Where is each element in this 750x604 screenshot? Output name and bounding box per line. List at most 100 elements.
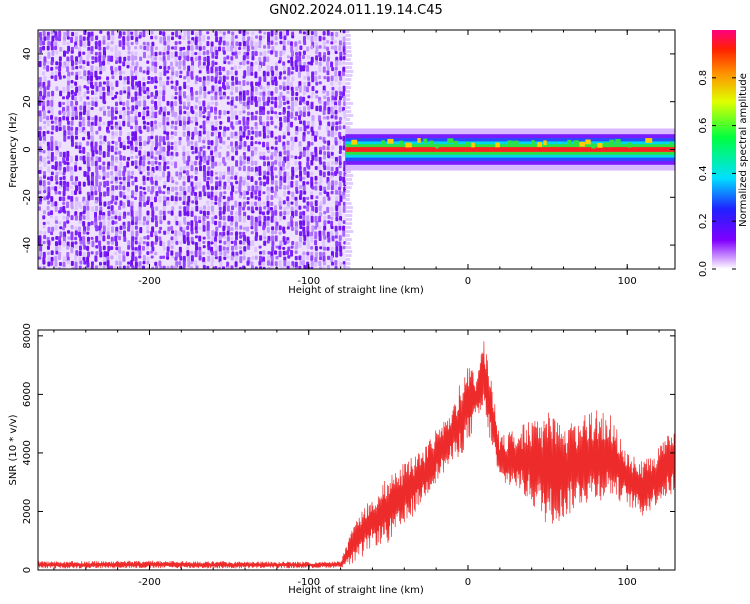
noise-cell [207,140,211,146]
noise-cell [106,231,110,236]
noise-cell [91,171,95,178]
noise-cell [286,30,290,36]
noise-cell [94,255,98,262]
noise-cell [270,190,274,194]
noise-cell [75,250,79,257]
noise-cell [86,191,90,196]
noise-cell [158,96,162,101]
noise-cell [275,195,279,199]
noise-cell [254,225,258,232]
noise-cell [78,60,82,64]
noise-cell [242,110,246,114]
noise-cell [339,195,343,203]
noise-cell [174,56,178,62]
noise-cell [194,111,198,117]
noise-cell [131,220,135,226]
noise-cell [158,195,162,203]
noise-cell [214,231,218,237]
noise-cell [298,241,302,248]
noise-cell [54,255,58,262]
noise-cell [111,175,115,181]
noise-cell [51,90,55,97]
noise-cell [198,191,202,198]
noise-cell [214,265,218,269]
noise-cell [119,130,123,136]
noise-cell [134,110,138,117]
noise-cell [226,45,230,52]
noise-cell [234,221,238,228]
noise-cell [143,201,147,207]
noise-cell [211,256,215,263]
noise-cell [183,75,187,80]
noise-cell [190,231,194,235]
noise-cell [319,161,323,165]
noise-cell [111,30,115,36]
noise-cell [291,35,295,39]
noise-cell [234,245,238,251]
noise-cell [338,95,342,101]
noise-cell [230,61,234,65]
noise-cell [71,111,75,118]
noise-cell [47,181,51,186]
noise-cell [122,101,126,106]
noise-cell [270,175,274,182]
noise-cell [306,220,310,226]
noise-cell [290,121,294,128]
noise-cell [107,55,111,63]
noise-cell [111,135,115,140]
noise-cell [86,256,90,263]
noise-cell [154,46,158,51]
noise-cell [202,185,206,193]
noise-cell [127,170,131,177]
noise-cell [94,41,98,46]
noise-cell [254,126,258,130]
noise-cell [139,190,143,197]
noise-cell [131,85,135,90]
noise-cell [70,55,74,62]
spectrogram-x-ticks: -200 -100 0 100 [53,30,660,287]
noise-cell [266,180,270,185]
noise-cell [38,200,42,205]
noise-cell [67,135,71,140]
x-tick-label: 100 [618,577,637,588]
noise-cell [330,255,334,263]
colorbar-ticks: 0.00.20.40.60.8 [698,70,736,277]
noise-cell [78,215,82,222]
noise-cell [82,66,86,70]
noise-cell [191,116,195,120]
noise-cell [246,226,250,232]
noise-cell [222,140,226,145]
noise-cell [146,151,150,157]
noise-cell [210,140,214,146]
noise-cell [175,171,179,177]
noise-cell [238,195,242,199]
noise-cell [210,200,214,205]
noise-cell [310,30,314,35]
noise-cell [63,231,67,238]
noise-cell [47,91,51,98]
noise-cell [51,125,55,131]
noise-cell [147,135,151,143]
noise-cell [54,266,58,269]
noise-cell [71,66,75,71]
noise-cell [175,191,179,196]
noise-cell [194,226,198,231]
noise-cell [299,65,303,72]
noise-cell [255,110,259,115]
noise-cell [95,35,99,41]
noise-cell [186,70,190,78]
noise-cell [54,75,58,82]
noise-cell [118,40,122,47]
noise-cell [270,91,274,96]
noise-cell [58,101,62,108]
noise-cell [134,55,138,61]
noise-cell [214,161,218,167]
noise-cell [154,175,158,182]
noise-cell [278,186,282,190]
noise-cell [234,215,238,223]
noise-cell [227,156,231,161]
noise-cell [58,245,62,251]
noise-cell [262,106,266,112]
noise-cell [146,260,150,265]
noise-cell [110,55,114,62]
